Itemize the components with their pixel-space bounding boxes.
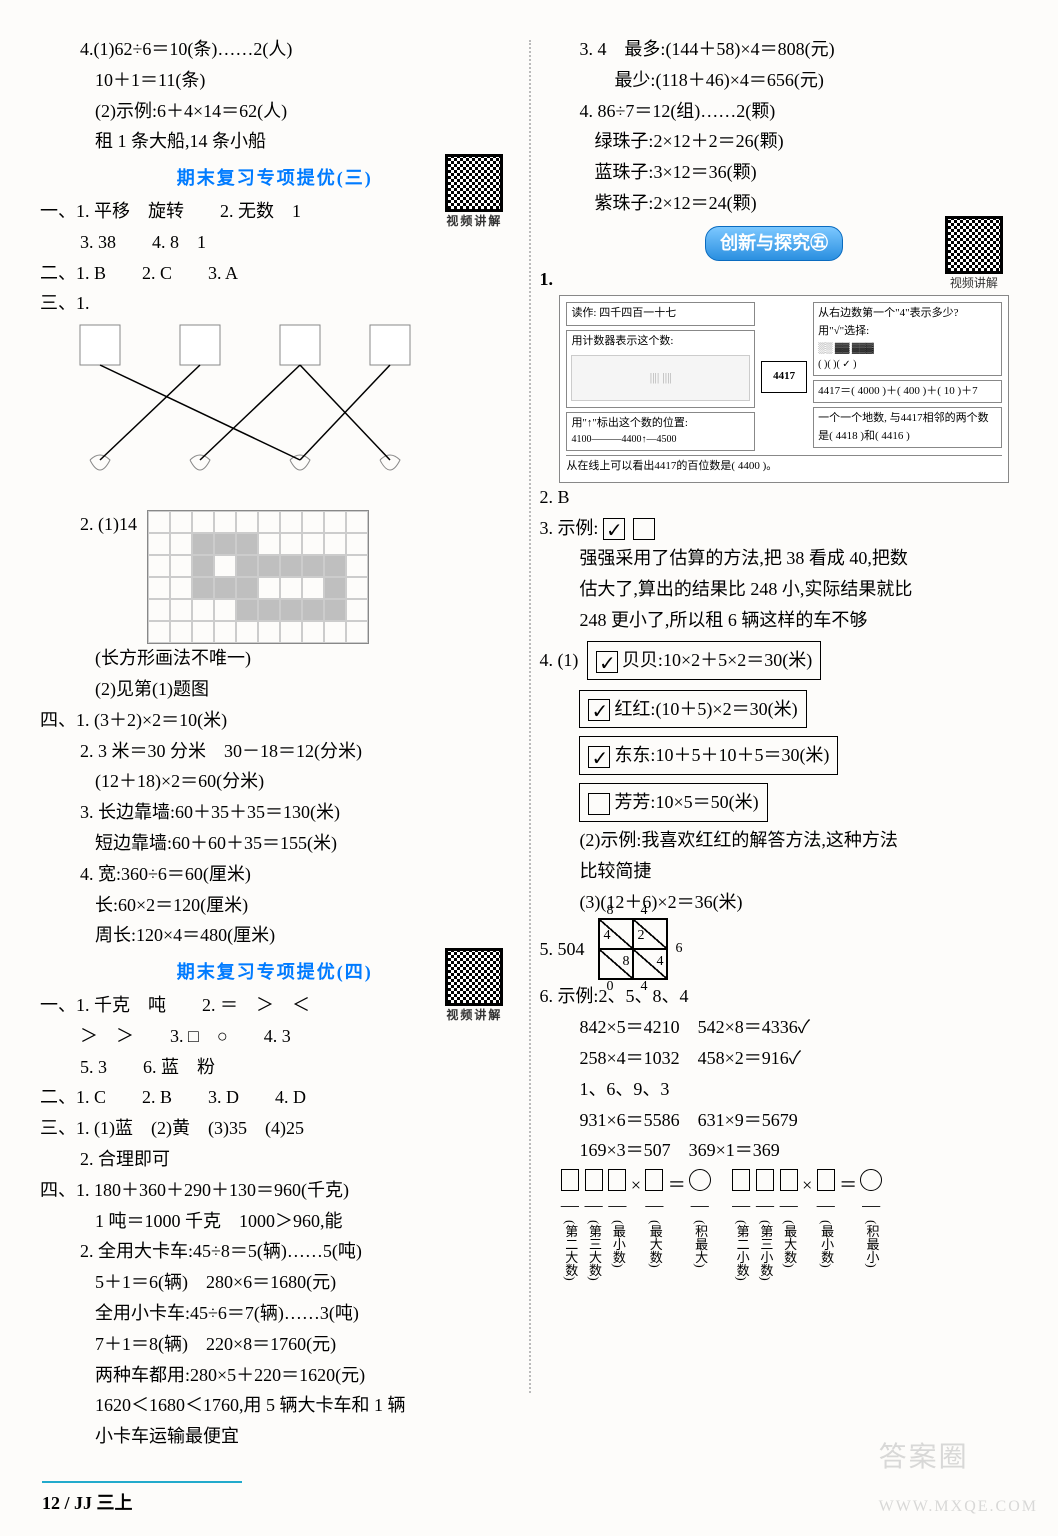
- line: 长:60×2＝120(厘米): [40, 891, 509, 920]
- line: (2)见第(1)题图: [40, 675, 509, 704]
- line: (12＋18)×2＝60(分米): [40, 767, 509, 796]
- line: 5＋1＝6(辆) 280×6＝1680(元): [40, 1268, 509, 1297]
- answer-box: 红红:(10＋5)×2＝30(米): [579, 690, 806, 729]
- line: 2. (1)14: [40, 510, 137, 539]
- line: 5. 504 8 4 6 0 4 4 2 8 4: [539, 918, 1008, 980]
- column-divider: [529, 40, 531, 1393]
- qr-code[interactable]: 视频讲解: [439, 948, 509, 1025]
- watermark: 答案圈 WWW.MXQE.COM: [879, 1435, 1038, 1526]
- line: (2)示例:6＋4×14＝62(人): [40, 97, 509, 126]
- line: 四、1. 180＋360＋290＋130＝960(千克): [40, 1176, 509, 1205]
- page-footer: 12 / JJ 三上: [42, 1481, 242, 1518]
- section-header-4: 期末复习专项提优(四) 视频讲解: [40, 958, 509, 987]
- line: 强强采用了估算的方法,把 38 看成 40,把数: [539, 544, 1008, 573]
- line: 2. 合理即可: [40, 1145, 509, 1174]
- equation-template-row: —(第二大数) —(第三大数) —(最小数) × —(最大数) ＝ —(积最大)…: [559, 1169, 1008, 1280]
- matching-diagram: [70, 320, 430, 510]
- line: 931×6＝5586 631×9＝5679: [539, 1106, 1008, 1135]
- line: 二、1. C 2. B 3. D 4. D: [40, 1083, 509, 1112]
- line: 绿珠子:2×12＋2＝26(颗): [539, 127, 1008, 156]
- grid-figure: [147, 510, 369, 644]
- line: 最少:(118＋46)×4＝656(元): [539, 66, 1008, 95]
- right-column: 3. 4 最多:(144＋58)×4＝808(元) 最少:(118＋46)×4＝…: [539, 35, 1008, 1453]
- line: 1620＜1680＜1760,用 5 辆大卡车和 1 辆: [40, 1391, 509, 1420]
- line: 3. 4 最多:(144＋58)×4＝808(元): [539, 35, 1008, 64]
- line: 租 1 条大船,14 条小船: [40, 127, 509, 156]
- line: 两种车都用:280×5＋220＝1620(元): [40, 1361, 509, 1390]
- line: 2. 全用大卡车:45÷8＝5(辆)……5(吨): [40, 1237, 509, 1266]
- line: 紫珠子:2×12＝24(颗): [539, 189, 1008, 218]
- line: 短边靠墙:60＋60＋35＝155(米): [40, 829, 509, 858]
- line: 4.(1)62÷6＝10(条)……2(人): [40, 35, 509, 64]
- left-column: 4.(1)62÷6＝10(条)……2(人) 10＋1＝11(条) (2)示例:6…: [40, 35, 509, 1453]
- line: 小卡车运输最便宜: [40, 1422, 509, 1451]
- line: 二、1. B 2. C 3. A: [40, 259, 509, 288]
- lattice-multiplication: 8 4 6 0 4 4 2 8 4: [598, 918, 668, 980]
- line: 3. 示例:: [539, 514, 1008, 543]
- line: 比较简捷: [539, 857, 1008, 886]
- line: 估大了,算出的结果比 248 小,实际结果就比: [539, 575, 1008, 604]
- line: 三、1.: [40, 289, 509, 318]
- answer-box: 芳芳:10×5＝50(米): [579, 783, 767, 822]
- line: ＞ ＞ 3. □ ○ 4. 3: [40, 1022, 509, 1051]
- line: 3. 38 4. 8 1: [40, 228, 509, 257]
- line: (2)示例:我喜欢红红的解答方法,这种方法: [539, 826, 1008, 855]
- line: 7＋1＝8(辆) 220×8＝1760(元): [40, 1330, 509, 1359]
- section-header-5: 创新与探究㊄ 视频讲解: [539, 226, 1008, 261]
- line: 四、1. (3＋2)×2＝10(米): [40, 706, 509, 735]
- line: 蓝珠子:3×12＝36(颗): [539, 158, 1008, 187]
- line: 10＋1＝11(条): [40, 66, 509, 95]
- line: 3. 长边靠墙:60＋35＋35＝130(米): [40, 798, 509, 827]
- line: 2. 3 米＝30 分米 30－18＝12(分米): [40, 737, 509, 766]
- line: 全用小卡车:45÷6＝7(辆)……3(吨): [40, 1299, 509, 1328]
- line: 258×4＝1032 458×2＝916✓: [539, 1044, 1008, 1073]
- line: 周长:120×4＝480(厘米): [40, 921, 509, 950]
- line: 4. 86÷7＝12(组)……2(颗): [539, 97, 1008, 126]
- line: 4. 宽:360÷6＝60(厘米): [40, 860, 509, 889]
- line: 1、6、9、3: [539, 1075, 1008, 1104]
- checkbox-icon: [603, 518, 625, 540]
- number-4417-diagram: 读作: 四千四百一十七 用计数器表示这个数: |||| |||| 用"↑"标出这…: [559, 295, 1008, 482]
- line: 一、1. 平移 旋转 2. 无数 1: [40, 197, 301, 226]
- line: 169×3＝507 369×1＝369: [539, 1136, 1008, 1165]
- section-header-3: 期末复习专项提优(三) 视频讲解: [40, 164, 509, 193]
- line: 1 吨＝1000 千克 1000＞960,能: [40, 1207, 509, 1236]
- line: 4. (1) 贝贝:10×2＋5×2＝30(米): [539, 637, 1008, 684]
- checkbox-icon: [633, 518, 655, 540]
- line: 三、1. (1)蓝 (2)黄 (3)35 (4)25: [40, 1114, 509, 1143]
- line: 248 更小了,所以租 6 辆这样的车不够: [539, 606, 1008, 635]
- line: 2. B: [539, 483, 1008, 512]
- qr-code[interactable]: 视频讲解: [439, 154, 509, 231]
- line: 5. 3 6. 蓝 粉: [40, 1053, 509, 1082]
- answer-box: 东东:10＋5＋10＋5＝30(米): [579, 736, 838, 775]
- qr-code[interactable]: 视频讲解: [939, 216, 1009, 293]
- line: 842×5＝4210 542×8＝4336✓: [539, 1013, 1008, 1042]
- line: (长方形画法不唯一): [40, 644, 509, 673]
